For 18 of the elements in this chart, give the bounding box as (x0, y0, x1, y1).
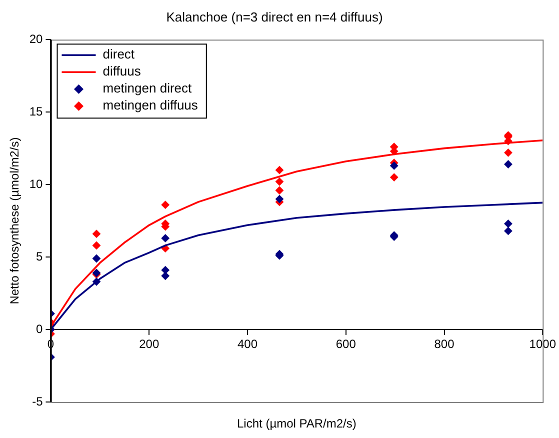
x-tick-label: 800 (434, 337, 455, 352)
y-tick-label: 15 (29, 104, 44, 118)
x-tick-label: 600 (336, 337, 356, 352)
legend-label: direct (102, 46, 135, 62)
y-tick-label: 0 (36, 322, 44, 336)
legend-label: diffuus (102, 64, 142, 79)
legend-label: metingen direct (102, 80, 192, 96)
y-tick-label: -5 (32, 394, 44, 408)
y-tick-label: 20 (29, 32, 44, 46)
legend-label: metingen diffuus (102, 98, 198, 113)
x-tick-label: 200 (139, 337, 160, 352)
y-axis-title: Netto fotosynthese (µmol/m2/s) (8, 137, 22, 304)
x-tick-label: 400 (237, 337, 258, 352)
x-tick-label: 1000 (529, 337, 556, 352)
y-tick-label: 5 (36, 249, 44, 264)
x-axis-title: Licht (µmol PAR/m2/s) (237, 416, 356, 430)
y-tick-label: 10 (29, 176, 44, 191)
chart-title: Kalanchoe (n=3 direct en n=4 diffuus) (166, 9, 383, 24)
